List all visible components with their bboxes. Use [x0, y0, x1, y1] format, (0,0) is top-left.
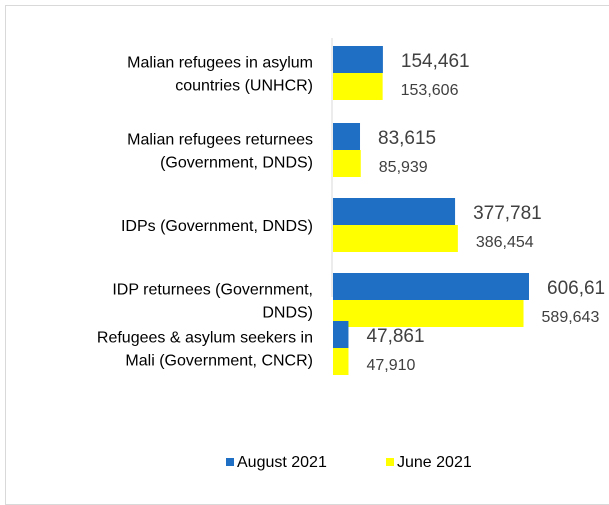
legend-swatch-august-2021 — [226, 458, 234, 466]
data-label-june-2021-0: 153,606 — [401, 82, 459, 99]
category-label-4-line-0: Refugees & asylum seekers in — [97, 330, 313, 347]
bar-june-2021-3 — [333, 300, 524, 327]
bar-june-2021-2 — [333, 225, 458, 252]
data-label-august-2021-4: 47,861 — [366, 326, 424, 347]
bar-august-2021-3 — [333, 273, 529, 300]
data-label-august-2021-2: 377,781 — [473, 203, 542, 224]
category-label-2-line-0: IDPs (Government, DNDS) — [121, 218, 313, 235]
data-label-august-2021-0: 154,461 — [401, 51, 470, 72]
category-label-3-line-0: IDP returnees (Government, — [112, 282, 313, 299]
category-label-1-line-0: Malian refugees returnees — [127, 132, 313, 149]
bars-group: 154,461 153,606 83,615 85,939 377,781 386,454… — [333, 46, 605, 375]
category-labels: Malian refugees in asylum countries (UNHC… — [97, 55, 313, 370]
category-label-4-line-1: Mali (Government, CNCR) — [125, 353, 313, 370]
data-label-june-2021-4: 47,910 — [366, 357, 415, 374]
bar-june-2021-1 — [333, 150, 361, 177]
bar-august-2021-4 — [333, 321, 349, 348]
bar-august-2021-0 — [333, 46, 383, 73]
legend-swatch-june-2021 — [386, 458, 394, 466]
data-label-august-2021-1: 83,615 — [378, 128, 436, 149]
chart-frame — [5, 5, 609, 505]
bar-june-2021-0 — [333, 73, 383, 100]
category-label-0-line-1: countries (UNHCR) — [175, 78, 313, 95]
category-label-1-line-1: (Government, DNDS) — [160, 155, 313, 172]
data-label-august-2021-3: 606,61 — [547, 278, 605, 299]
data-label-june-2021-1: 85,939 — [379, 159, 428, 176]
bar-chart: 154,461 153,606 83,615 85,939 377,781 386,454… — [97, 38, 605, 471]
legend: August 2021 June 2021 — [226, 454, 472, 471]
data-label-june-2021-2: 386,454 — [476, 234, 534, 251]
category-label-3-line-1: DNDS) — [262, 305, 313, 322]
legend-label-june-2021: June 2021 — [397, 454, 472, 471]
bar-august-2021-2 — [333, 198, 456, 225]
bar-june-2021-4 — [333, 348, 349, 375]
bar-august-2021-1 — [333, 123, 361, 150]
data-label-june-2021-3: 589,643 — [542, 309, 600, 326]
category-label-0-line-0: Malian refugees in asylum — [127, 55, 313, 72]
legend-label-august-2021: August 2021 — [237, 454, 327, 471]
